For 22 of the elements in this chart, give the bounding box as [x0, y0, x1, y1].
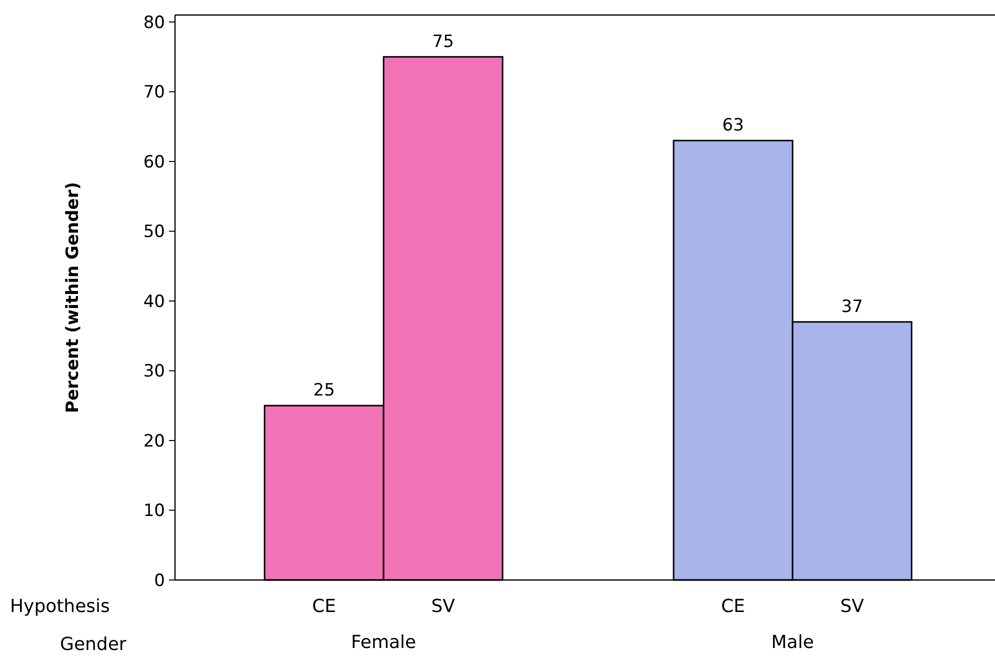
y-tick-label: 30 — [143, 362, 165, 382]
x-tick-label: CE — [721, 596, 746, 617]
y-tick-label: 20 — [143, 431, 165, 452]
x-tick-label: SV — [840, 596, 865, 617]
text: Male — [771, 632, 814, 653]
y-tick-label: 80 — [143, 12, 165, 33]
text: Gender — [60, 634, 127, 655]
y-tick-label: 0 — [154, 570, 165, 591]
y-tick-label: 10 — [143, 501, 165, 522]
y-tick-label: 50 — [143, 222, 165, 242]
y-axis-title: Percent (within Gender) — [63, 182, 83, 413]
y-tick-label: 40 — [143, 292, 165, 312]
data-label: 75 — [432, 32, 454, 52]
data-label: 25 — [313, 380, 335, 401]
data-label: 37 — [841, 296, 863, 317]
x-tick-label: SV — [431, 596, 456, 617]
y-tick-label: 70 — [143, 82, 165, 103]
text: Hypothesis — [10, 596, 110, 617]
data-label: 63 — [722, 116, 744, 136]
x-tick-label: CE — [312, 596, 336, 617]
text: Female — [351, 632, 416, 653]
y-tick-label: 60 — [143, 152, 165, 172]
